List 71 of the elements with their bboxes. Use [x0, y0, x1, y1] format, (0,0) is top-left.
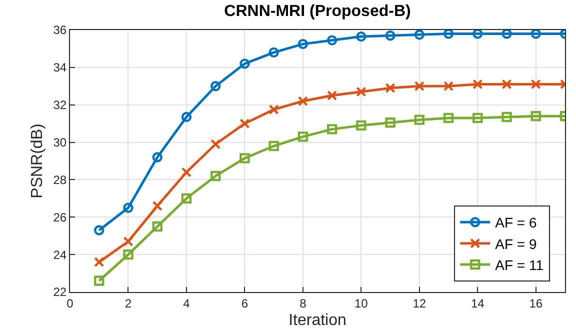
point [181, 193, 192, 204]
y-axis-title: PSNR(dB) [29, 124, 46, 198]
x-tick-label: 0 [66, 296, 74, 310]
y-tick-label: 26 [53, 210, 67, 224]
point [181, 112, 192, 122]
point [502, 79, 512, 90]
point [240, 58, 250, 69]
point [385, 118, 396, 128]
point [326, 90, 338, 101]
point [326, 35, 338, 46]
point [152, 221, 162, 232]
x-tick-label: 16 [529, 296, 543, 310]
x-tick-label: 10 [354, 296, 368, 310]
point [385, 30, 396, 41]
point [326, 124, 338, 134]
point [123, 236, 134, 247]
point [414, 114, 425, 125]
point [268, 47, 279, 58]
point [152, 152, 162, 162]
y-tick-label: 30 [53, 135, 67, 150]
point [502, 30, 512, 39]
point [443, 112, 454, 124]
point [472, 112, 483, 124]
point [502, 112, 512, 122]
point [268, 104, 279, 115]
y-tick-label: 28 [53, 172, 67, 187]
point [472, 30, 483, 39]
y-tick-label: 32 [53, 98, 67, 112]
point [210, 81, 221, 92]
point [123, 249, 134, 260]
point [240, 118, 250, 129]
point [443, 30, 454, 39]
point [298, 38, 308, 50]
point [210, 139, 221, 150]
point [94, 225, 104, 236]
point [268, 140, 279, 152]
point [356, 120, 366, 131]
point [385, 82, 396, 94]
y-tick-label: 24 [53, 248, 67, 262]
legend-label: AF = 9 [495, 236, 537, 252]
point [210, 170, 221, 182]
point [298, 96, 308, 106]
point [152, 200, 162, 212]
point [356, 31, 366, 42]
point [94, 256, 104, 268]
legend-label: AF = 11 [495, 256, 544, 273]
point [123, 202, 134, 213]
point [530, 110, 541, 122]
point [530, 79, 541, 90]
x-tick-label: 8 [300, 296, 307, 310]
y-tick-label: 36 [53, 23, 67, 38]
point [443, 81, 454, 92]
point [94, 276, 104, 286]
chart-title: CRNN-MRI (Proposed-B) [224, 3, 411, 20]
y-tick-label: 34 [53, 60, 67, 75]
x-tick-label: 2 [124, 296, 132, 310]
point [356, 86, 366, 97]
point [530, 30, 541, 39]
point [298, 132, 308, 142]
point [181, 167, 192, 178]
x-tick-label: 6 [241, 296, 248, 310]
point [414, 30, 425, 40]
x-tick-label: 14 [470, 296, 485, 310]
point [472, 79, 483, 90]
point [414, 81, 425, 92]
x-axis-title: Iteration [288, 312, 346, 330]
x-tick-label: 12 [412, 296, 426, 310]
point [240, 153, 250, 164]
legend-label: AF = 6 [495, 214, 537, 231]
x-tick-label: 4 [183, 296, 190, 310]
y-tick-label: 22 [53, 285, 67, 300]
